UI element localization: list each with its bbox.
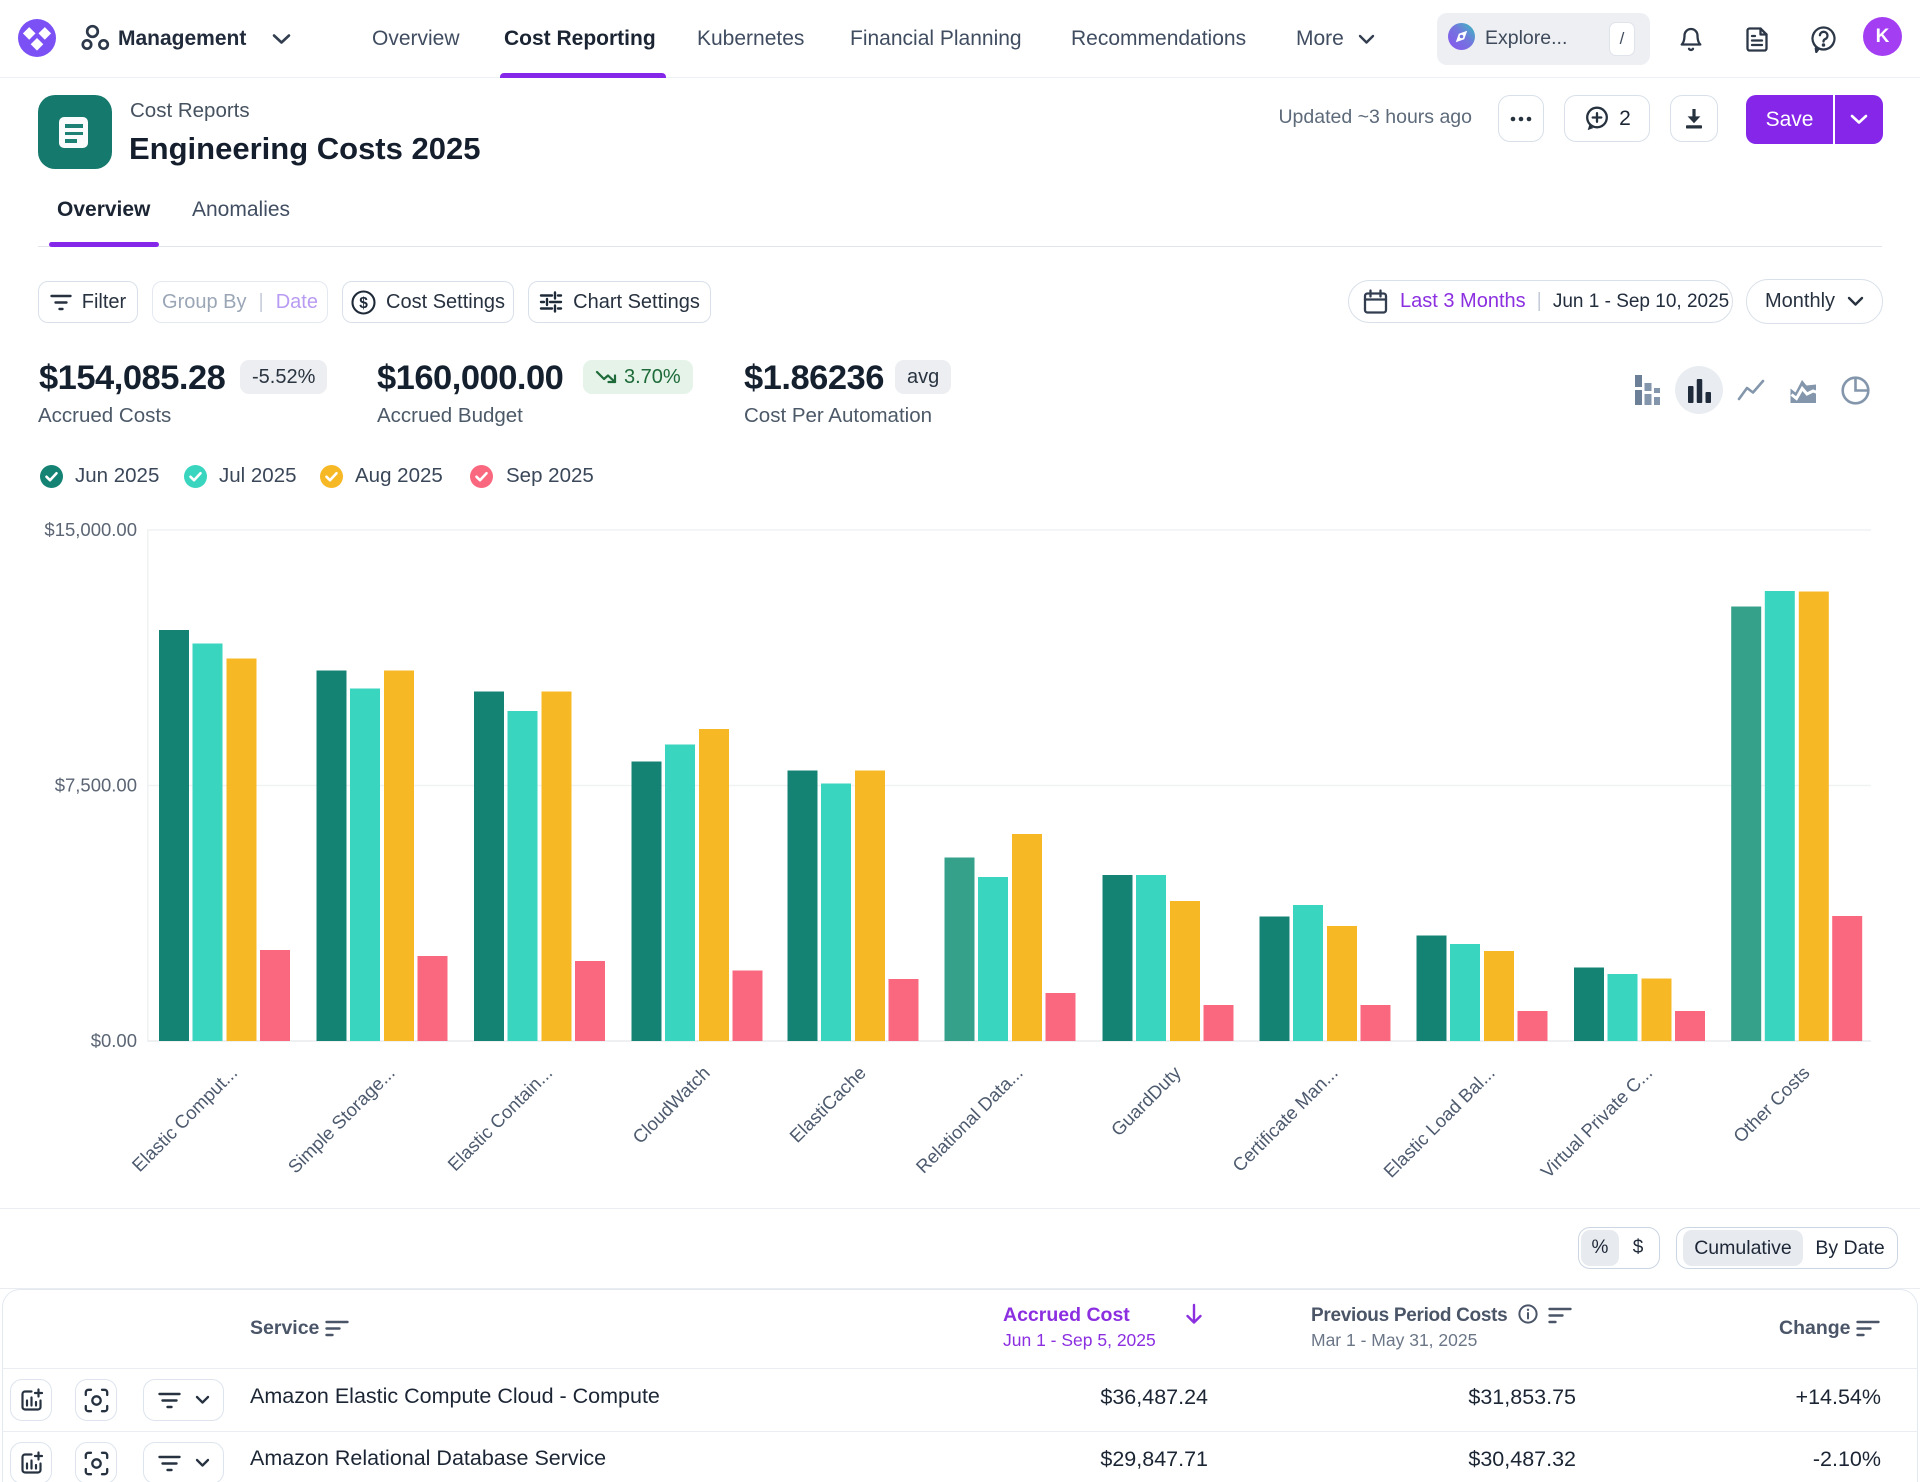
svg-text:$: $ xyxy=(359,295,368,312)
svg-text:ElastiCache: ElastiCache xyxy=(785,1062,870,1147)
svg-text:Elastic Contain...: Elastic Contain... xyxy=(443,1062,556,1175)
svg-text:Certificate Man...: Certificate Man... xyxy=(1228,1062,1342,1176)
svg-text:Simple Storage...: Simple Storage... xyxy=(284,1062,399,1177)
svg-text:Other Costs: Other Costs xyxy=(1729,1062,1814,1147)
svg-text:GuardDuty: GuardDuty xyxy=(1107,1061,1186,1140)
svg-text:Relational Data...: Relational Data... xyxy=(912,1062,1027,1177)
svg-text:$0.00: $0.00 xyxy=(91,1030,137,1051)
svg-text:Elastic Comput...: Elastic Comput... xyxy=(128,1062,242,1176)
svg-text:$15,000.00: $15,000.00 xyxy=(44,519,137,540)
svg-text:$7,500.00: $7,500.00 xyxy=(55,775,137,796)
svg-text:CloudWatch: CloudWatch xyxy=(628,1062,714,1148)
svg-text:Virtual Private C...: Virtual Private C... xyxy=(1536,1062,1656,1182)
svg-text:Elastic Load Bal...: Elastic Load Bal... xyxy=(1379,1062,1499,1182)
